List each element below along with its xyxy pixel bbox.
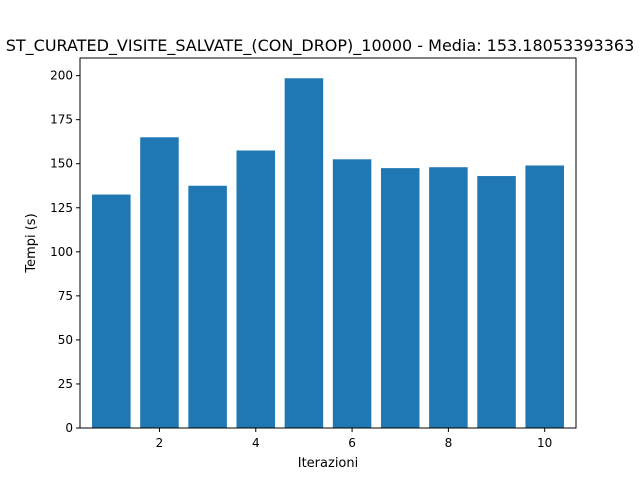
bar-8 [429, 167, 468, 428]
bar-7 [380, 168, 420, 428]
bar-10 [525, 165, 564, 428]
y-tick-label: 50 [58, 333, 73, 347]
y-tick-label: 125 [50, 201, 73, 215]
bar-6 [332, 159, 372, 429]
y-tick-label: 0 [65, 421, 73, 435]
x-axis: 2 4 6 8 10 [156, 428, 552, 450]
y-tick-label: 200 [50, 69, 73, 83]
x-tick-label: 10 [537, 436, 552, 450]
plot-frame [79, 57, 577, 429]
x-tick-label: 8 [445, 436, 453, 450]
y-axis-label: Tempi (s) [24, 213, 39, 273]
bar-1 [92, 194, 131, 428]
bar-4 [236, 150, 276, 428]
y-tick-label: 150 [50, 157, 73, 171]
bar-3 [188, 185, 227, 428]
bar-9 [477, 176, 516, 428]
x-tick-label: 4 [252, 436, 260, 450]
bars-group [92, 78, 564, 429]
bar-2 [140, 137, 179, 429]
x-tick-label: 6 [348, 436, 356, 450]
y-axis: 0 25 50 75 100 125 150 175 200 [50, 69, 80, 435]
x-axis-label: Iterazioni [298, 456, 358, 471]
y-tick-label: 100 [50, 245, 73, 259]
x-tick-label: 2 [156, 436, 164, 450]
y-tick-label: 75 [58, 289, 73, 303]
y-tick-label: 25 [58, 377, 73, 391]
y-tick-label: 175 [50, 113, 73, 127]
bar-5 [284, 78, 324, 428]
chart-title: ST_CURATED_VISITE_SALVATE_(CON_DROP)_100… [6, 36, 635, 56]
